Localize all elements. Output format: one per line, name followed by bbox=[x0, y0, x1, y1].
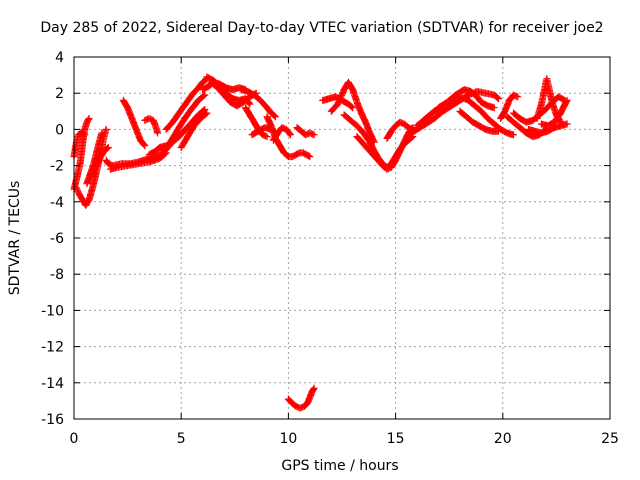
data-marker-path bbox=[237, 86, 279, 121]
series-pass-8 bbox=[119, 96, 149, 150]
x-tick-label: 10 bbox=[279, 431, 297, 447]
data-marker-path bbox=[537, 96, 571, 130]
y-tick-label: -6 bbox=[50, 231, 64, 247]
series-pass-34 bbox=[497, 91, 522, 122]
x-tick-label: 15 bbox=[387, 431, 405, 447]
y-tick-label: -4 bbox=[50, 195, 64, 211]
data-marker-path bbox=[353, 124, 417, 173]
data-marker-path bbox=[435, 86, 498, 112]
data-marker-path bbox=[383, 118, 417, 142]
data-marker-path bbox=[269, 124, 294, 144]
x-tick-label: 20 bbox=[494, 431, 512, 447]
y-tick-label: 0 bbox=[55, 122, 64, 138]
y-tick-label: -12 bbox=[41, 340, 64, 356]
series-pass-5 bbox=[87, 144, 112, 180]
x-tick-label: 25 bbox=[601, 431, 619, 447]
series-pass-14 bbox=[177, 109, 211, 151]
x-tick-label: 5 bbox=[177, 431, 186, 447]
series-pass-33 bbox=[456, 107, 502, 135]
data-marker-path bbox=[327, 78, 378, 146]
series-pass-37 bbox=[525, 120, 571, 137]
series-pass-12 bbox=[160, 91, 209, 155]
grid-lines bbox=[74, 57, 610, 419]
series-pass-22 bbox=[269, 124, 294, 144]
data-marker-path bbox=[141, 115, 162, 137]
series-pass-9 bbox=[141, 115, 162, 137]
y-axis-label: SDTVAR / TECUs bbox=[7, 181, 23, 296]
data-marker-path bbox=[119, 96, 149, 150]
axis-ticks: 0 5 10 15 20 25 -16 -14 -12 -10 -8 -6 -4 -2 0 2 4 bbox=[41, 50, 619, 447]
series-pass-39 bbox=[537, 96, 571, 130]
data-marker-path bbox=[293, 124, 318, 139]
data-marker-path bbox=[284, 384, 318, 412]
x-tick-label: 0 bbox=[70, 431, 79, 447]
series-pass-13 bbox=[162, 75, 211, 133]
data-marker-path bbox=[177, 109, 211, 151]
chart-title: Day 285 of 2022, Sidereal Day-to-day VTE… bbox=[40, 20, 603, 36]
y-tick-label: -2 bbox=[50, 159, 64, 175]
series-pass-24 bbox=[284, 384, 318, 412]
data-marker-path bbox=[87, 144, 112, 180]
series-pass-28 bbox=[353, 124, 417, 173]
y-tick-label: 2 bbox=[55, 86, 64, 102]
data-marker-path bbox=[160, 91, 209, 155]
y-tick-label: -14 bbox=[41, 376, 64, 392]
y-tick-label: -8 bbox=[50, 267, 64, 283]
y-tick-label: -16 bbox=[41, 412, 64, 428]
y-tick-label: 4 bbox=[55, 50, 64, 66]
data-marker-path bbox=[162, 75, 211, 133]
x-axis-label: GPS time / hours bbox=[281, 458, 398, 474]
y-tick-label: -10 bbox=[41, 303, 64, 319]
data-marker-path bbox=[497, 91, 522, 122]
series-pass-18 bbox=[237, 86, 279, 121]
data-marker-path bbox=[525, 120, 571, 137]
data-marker-path bbox=[456, 107, 502, 135]
series-pass-29 bbox=[383, 118, 417, 142]
series-pass-26 bbox=[327, 78, 378, 146]
series-pass-32 bbox=[435, 86, 498, 112]
series-pass-23 bbox=[293, 124, 318, 139]
data-points bbox=[70, 73, 571, 412]
